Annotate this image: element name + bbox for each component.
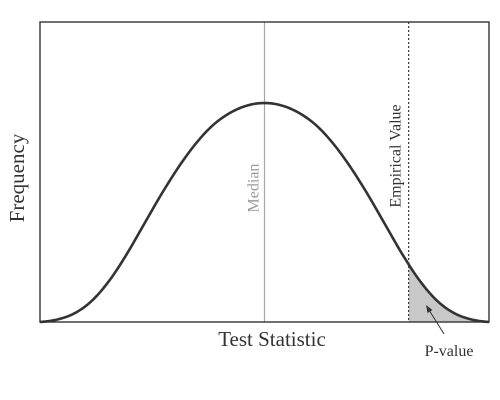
median-label: Median [246,164,263,213]
p-value-region [408,264,489,322]
x-axis-label: Test Statistic [218,327,326,351]
empirical-value-label: Empirical Value [388,104,405,207]
p-value-label: P-value [425,343,474,360]
p-value-arrow [428,309,445,335]
plot-frame [39,21,490,323]
distribution-curve [39,101,490,324]
y-axis-label: Frequency [5,133,29,222]
p-value-arrowhead [426,305,433,313]
